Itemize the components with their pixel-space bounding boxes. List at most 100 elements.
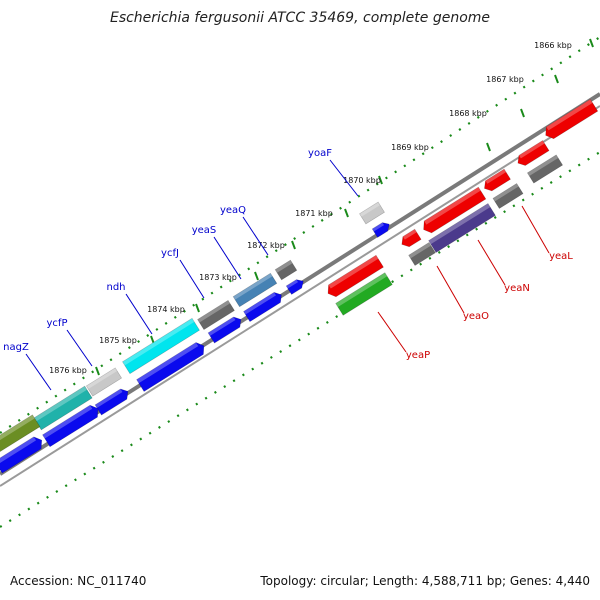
tick-label: 1866 kbp <box>534 41 572 50</box>
gene-label-yoaF: yoaF <box>308 148 332 159</box>
gene-olive <box>0 414 41 452</box>
arrow-blue <box>136 342 205 392</box>
leader-line <box>329 159 359 197</box>
map-title: Escherichia fergusonii ATCC 35469, compl… <box>109 10 491 26</box>
arrow-blue-shade <box>136 342 199 384</box>
tick-label: 1867 kbp <box>486 75 524 84</box>
gene-yoaF-shade <box>359 202 381 217</box>
arrow-blue <box>285 279 304 295</box>
gene-red-top-shade <box>546 99 593 131</box>
gene-gray <box>408 242 436 266</box>
gene-label-ycfJ: ycfJ <box>161 248 179 259</box>
leader-line <box>436 265 465 314</box>
gene-olive-shade <box>0 414 35 441</box>
gene-ycfJ-shade <box>197 300 230 323</box>
gene-label-yeaN: yeaN <box>504 283 530 294</box>
gene-ycfJ <box>197 299 235 331</box>
gene-red <box>517 140 550 166</box>
gene-red-shade <box>424 187 481 225</box>
ruler-tick <box>195 303 200 313</box>
leader-line <box>25 353 52 391</box>
gene-ycfP <box>85 367 123 397</box>
gene-yeaN-shade <box>428 203 491 245</box>
leader-line <box>66 329 93 367</box>
leader-line <box>125 293 153 335</box>
gene-gray <box>492 183 524 209</box>
ruler-tick <box>291 240 296 250</box>
gene-gray <box>526 154 564 184</box>
leader-line <box>242 216 269 256</box>
arrow-blue <box>0 436 43 474</box>
tick-label: 1876 kbp <box>49 366 87 375</box>
ruler-outer <box>0 36 600 434</box>
ruler-tick <box>254 271 259 281</box>
arrow-blue <box>94 388 129 416</box>
gene-label-ycfP: ycfP <box>47 318 68 329</box>
gene-label-yeaO: yeaO <box>463 311 489 322</box>
tick-label: 1868 kbp <box>449 109 487 118</box>
gene-red-shade <box>485 169 507 184</box>
gene-gray-shade <box>492 183 519 202</box>
ruler-tick <box>344 208 349 218</box>
gene-label-yeaP: yeaP <box>406 350 430 361</box>
arrow-blue-shade <box>42 405 93 439</box>
gene-red <box>423 186 487 234</box>
gene-yeaP <box>335 272 393 316</box>
gene-label-yeaQ: yeaQ <box>220 205 246 216</box>
arrow-blue <box>207 316 242 344</box>
arrow-blue-shade <box>0 436 37 463</box>
leader-line <box>477 239 506 286</box>
ruler-tick <box>554 74 559 84</box>
leader-line <box>521 205 550 254</box>
arrow-blue-shade <box>243 292 276 315</box>
gene-red <box>327 254 384 298</box>
tick-label: 1870 kbp <box>343 176 381 185</box>
arrow-blue-shade <box>286 279 299 289</box>
gene-label-yeaL: yeaL <box>549 251 573 262</box>
arrow-blue-shade <box>95 388 123 408</box>
genome-summary: Topology: circular; Length: 4,588,711 bp… <box>260 574 590 588</box>
gene-label-yeaS: yeaS <box>192 225 217 236</box>
tick-label: 1871 kbp <box>295 209 333 218</box>
ruler-tick <box>589 38 594 48</box>
gene-gray-shade <box>408 242 431 259</box>
gene-gray-shade <box>527 154 559 176</box>
tick-label: 1874 kbp <box>147 305 185 314</box>
tick-label: 1873 kbp <box>199 273 237 282</box>
gene-label-ndh: ndh <box>106 282 125 293</box>
gene-red-shade <box>518 140 545 159</box>
gene-red <box>401 228 422 248</box>
gene-yeaP-shade <box>335 272 388 307</box>
gene-yeaN <box>428 203 496 253</box>
arrow-blue <box>42 404 99 448</box>
gene-small-gray <box>274 259 298 281</box>
gene-red-shade <box>402 229 417 240</box>
gene-yeaQ <box>232 272 278 308</box>
arrow-blue <box>243 292 282 323</box>
arrow-blue <box>371 222 390 238</box>
arrow-blue-shade <box>208 316 236 336</box>
ruler-tick <box>520 108 525 118</box>
tick-label: 1869 kbp <box>391 143 429 152</box>
ruler-tick <box>486 142 491 152</box>
ruler-inner <box>0 151 600 528</box>
ruler-tick <box>95 366 100 376</box>
tick-label: 1872 kbp <box>247 241 285 250</box>
gene-nagZ-shade <box>33 386 87 422</box>
leader-line <box>213 236 242 280</box>
gene-small-gray-shade <box>275 260 293 273</box>
gene-ycfP-shade <box>86 367 118 389</box>
leader-line <box>179 259 205 299</box>
gene-yoaF <box>359 201 385 225</box>
leader-line <box>377 311 407 353</box>
gene-yeaQ-shade <box>233 273 273 300</box>
arrow-blue-shade <box>372 222 385 232</box>
accession-label: Accession: NC_011740 <box>10 574 147 588</box>
gene-red-top <box>545 98 599 140</box>
ruler-tick <box>378 175 383 185</box>
gene-ndh-shade <box>122 318 195 366</box>
backbone-inner <box>0 105 600 487</box>
gene-label-nagZ: nagZ <box>3 342 29 353</box>
gene-red-shade <box>328 255 379 289</box>
